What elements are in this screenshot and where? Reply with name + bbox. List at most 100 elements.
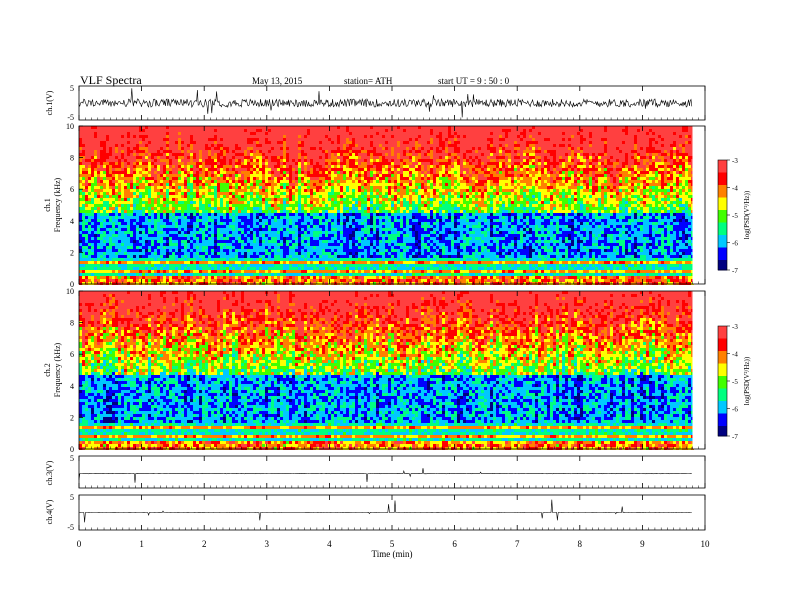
spec-cell [154, 225, 157, 228]
spec-cell [250, 219, 253, 222]
spec-cell [199, 240, 202, 243]
spec-cell [286, 216, 289, 219]
spec-cell [211, 180, 214, 183]
spec-cell [244, 135, 247, 138]
spec-cell [262, 204, 265, 207]
spec-cell [295, 261, 298, 264]
spec-cell [142, 225, 145, 228]
spec-cell [259, 201, 262, 204]
spec-cell [343, 252, 346, 255]
spec-cell [277, 183, 280, 186]
spec-cell [247, 246, 250, 249]
spec-cell [157, 174, 160, 177]
spec-cell [88, 183, 91, 186]
spec-cell [244, 216, 247, 219]
spec-cell [106, 273, 109, 276]
spec-cell [184, 177, 187, 180]
spec-cell [217, 276, 220, 279]
spec-cell [139, 216, 142, 219]
spec-cell [238, 147, 241, 150]
spec-cell [250, 243, 253, 246]
spec-cell [151, 207, 154, 210]
spec-cell [97, 231, 100, 234]
spec-cell [316, 153, 319, 156]
spec-cell [250, 153, 253, 156]
spec-cell [148, 228, 151, 231]
spec-cell [124, 150, 127, 153]
spec-cell [205, 234, 208, 237]
spec-cell [139, 228, 142, 231]
spec-cell [286, 153, 289, 156]
spec-cell [301, 204, 304, 207]
spec-cell [271, 189, 274, 192]
spec-cell [178, 264, 181, 267]
spec-cell [283, 138, 286, 141]
spec-cell [331, 183, 334, 186]
spec-cell [304, 195, 307, 198]
spec-cell [286, 231, 289, 234]
spec-cell [244, 246, 247, 249]
spec-cell [292, 201, 295, 204]
spec-cell [244, 189, 247, 192]
spec-cell [298, 273, 301, 276]
spec-cell [220, 207, 223, 210]
spec-cell [133, 228, 136, 231]
spec-cell [259, 255, 262, 258]
spec-cell [232, 153, 235, 156]
spec-cell [292, 207, 295, 210]
spec-cell [103, 162, 106, 165]
spec-cell [184, 150, 187, 153]
spec-cell [88, 162, 91, 165]
spec-cell [250, 225, 253, 228]
spec-cell [112, 204, 115, 207]
spec-cell [208, 204, 211, 207]
spec-cell [241, 183, 244, 186]
spec-cell [199, 132, 202, 135]
spec-cell [103, 234, 106, 237]
spec-cell [220, 270, 223, 273]
spec-cell [142, 132, 145, 135]
spec-cell [319, 267, 322, 270]
spec-cell [160, 228, 163, 231]
spec-cell [166, 138, 169, 141]
spec-cell [196, 219, 199, 222]
spec-cell [127, 126, 130, 129]
spec-cell [256, 228, 259, 231]
spec-cell [358, 156, 361, 159]
spec-cell [136, 171, 139, 174]
spec-cell [133, 195, 136, 198]
spec-cell [277, 282, 280, 285]
spec-cell [295, 264, 298, 267]
spec-cell [265, 252, 268, 255]
spec-cell [175, 171, 178, 174]
spec-cell [232, 261, 235, 264]
spec-cell [298, 207, 301, 210]
spec-cell [151, 282, 154, 285]
spec-cell [358, 282, 361, 285]
spec-cell [172, 231, 175, 234]
spec-cell [130, 129, 133, 132]
spec-cell [283, 249, 286, 252]
spec-cell [133, 126, 136, 129]
spec-cell [355, 264, 358, 267]
spec-cell [244, 186, 247, 189]
spec-cell [190, 264, 193, 267]
spec-cell [208, 192, 211, 195]
spec-cell [196, 180, 199, 183]
spec-cell [172, 174, 175, 177]
spec-cell [97, 141, 100, 144]
spec-cell [172, 186, 175, 189]
spec-cell [238, 141, 241, 144]
spec-cell [313, 213, 316, 216]
spec-cell [328, 231, 331, 234]
spec-cell [343, 222, 346, 225]
spec-cell [283, 144, 286, 147]
spec-cell [304, 168, 307, 171]
spec-cell [139, 249, 142, 252]
spec-cell [280, 159, 283, 162]
spec-cell [316, 231, 319, 234]
spec-cell [187, 177, 190, 180]
spec-cell [115, 261, 118, 264]
spec-cell [325, 192, 328, 195]
spec-cell [229, 144, 232, 147]
